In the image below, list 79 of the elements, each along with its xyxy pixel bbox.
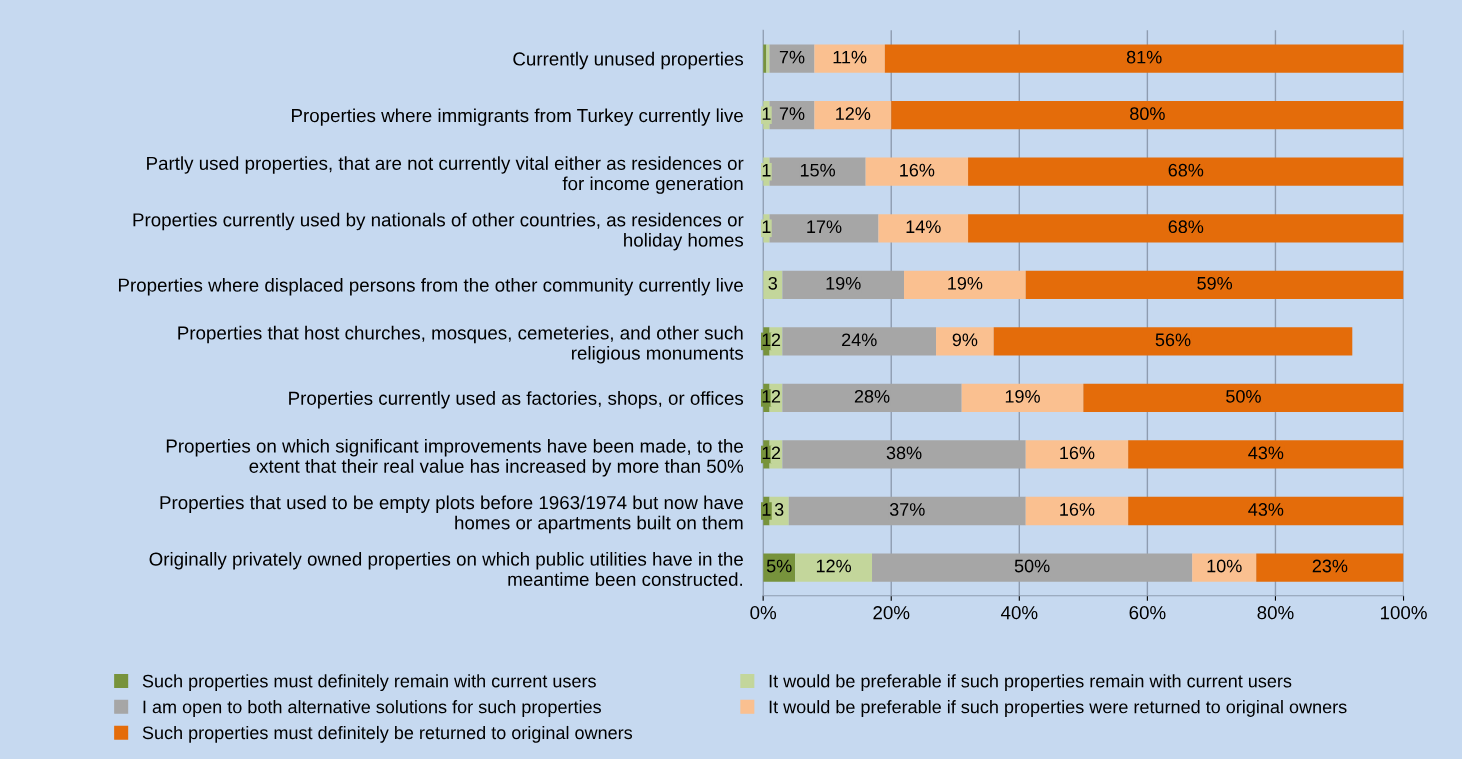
data-label: 50%	[1226, 389, 1261, 403]
data-label: 1	[762, 503, 771, 516]
data-label: 7%	[779, 50, 805, 64]
data-label: 2	[771, 389, 781, 403]
bar	[782, 383, 962, 413]
y-tick-label: Properties that used to be empty plots before 1963/1974 but now have homes or apartments built on them	[160, 495, 743, 534]
data-label: 1	[762, 163, 771, 177]
data-label: 3	[768, 276, 777, 290]
bar	[891, 101, 1404, 130]
data-label: 1	[762, 446, 771, 460]
data-label: 12%	[836, 107, 871, 120]
data-label: 1	[762, 220, 771, 233]
data-label: 28%	[854, 389, 890, 403]
data-label: 56%	[1155, 333, 1191, 347]
x-tick-label: 40%	[1000, 606, 1038, 620]
data-label: 12%	[816, 559, 852, 573]
data-label: 37%	[889, 503, 925, 516]
legend-label: It would be preferable if such properties remain with current users	[769, 674, 1292, 692]
data-label: 1	[762, 333, 771, 347]
bar	[993, 327, 1353, 356]
data-label: 10%	[1207, 559, 1242, 573]
data-label: 2	[771, 446, 781, 460]
bar	[968, 157, 1404, 186]
bar	[1256, 553, 1404, 582]
x-tick-label: 100%	[1380, 606, 1427, 620]
data-label: 2	[771, 333, 781, 347]
data-label: 68%	[1168, 163, 1204, 177]
data-label: 3	[774, 503, 784, 516]
data-label: 19%	[948, 276, 983, 290]
data-label: 24%	[842, 333, 877, 347]
y-tick-label: Properties currently used by nationals of other countries, as residences or holiday homes	[133, 212, 744, 251]
data-label: 16%	[1060, 503, 1095, 516]
bar	[1128, 496, 1404, 526]
x-tick-label: 80%	[1257, 606, 1294, 620]
y-tick-label: Properties where immigrants from Turkey currently live	[292, 108, 743, 126]
data-label: 38%	[886, 446, 922, 460]
x-tick-label: 20%	[873, 606, 910, 620]
data-label: 15%	[800, 163, 836, 177]
data-label: 23%	[1312, 559, 1348, 573]
legend-label: Such properties must definitely remain with current users	[142, 674, 596, 692]
data-label: 19%	[1005, 389, 1040, 403]
y-tick-label: Partly used properties, that are not currently vital either as residences or for income generation	[147, 156, 744, 194]
data-label: 81%	[1126, 50, 1162, 64]
data-label: 1	[762, 390, 771, 403]
y-tick-label: Properties that host churches, mosques, cemeteries, and other such religious monuments	[178, 325, 744, 364]
data-label: 1	[762, 107, 771, 120]
data-label: 59%	[1197, 276, 1233, 290]
bar	[782, 440, 1026, 469]
data-label: 14%	[906, 220, 941, 234]
bar	[872, 553, 1193, 582]
data-label: 43%	[1248, 503, 1284, 516]
data-label: 5%	[766, 559, 792, 573]
legend-label: It would be preferable if such properties were returned to original owners	[769, 700, 1347, 717]
bar	[788, 496, 1026, 526]
y-tick-label: Properties where displaced persons from the other community currently live	[118, 278, 743, 296]
y-tick-label: Originally privately owned properties on which public utilities have in the meantime been constructed.	[149, 552, 743, 586]
y-tick-label: Currently unused properties	[513, 51, 744, 70]
data-label: 16%	[1060, 446, 1095, 460]
bar	[1128, 440, 1404, 469]
bar	[1025, 270, 1404, 299]
bar	[968, 214, 1404, 243]
x-tick-label: 0%	[750, 606, 777, 620]
legend-label: I am open to both alternative solutions for such properties	[143, 700, 601, 717]
data-label: 19%	[826, 276, 861, 290]
x-tick-label: 60%	[1129, 606, 1166, 620]
data-label: 68%	[1168, 220, 1204, 234]
data-label: 50%	[1014, 559, 1050, 573]
data-label: 7%	[779, 107, 805, 120]
data-label: 11%	[833, 50, 867, 64]
y-tick-label: Properties currently used as factories, shops, or offices	[289, 391, 744, 409]
data-label: 80%	[1130, 107, 1165, 121]
data-label: 43%	[1248, 446, 1284, 460]
data-label: 9%	[952, 333, 978, 347]
legend-label: Such properties must definitely be returned to original owners	[142, 725, 633, 743]
bar	[1083, 383, 1404, 413]
data-label: 16%	[900, 163, 935, 177]
data-label: 17%	[807, 220, 842, 234]
y-tick-label: Properties on which significant improvements have been made, to the extent that their real value has increased by more than 50%	[166, 438, 744, 477]
bar	[884, 44, 1404, 73]
